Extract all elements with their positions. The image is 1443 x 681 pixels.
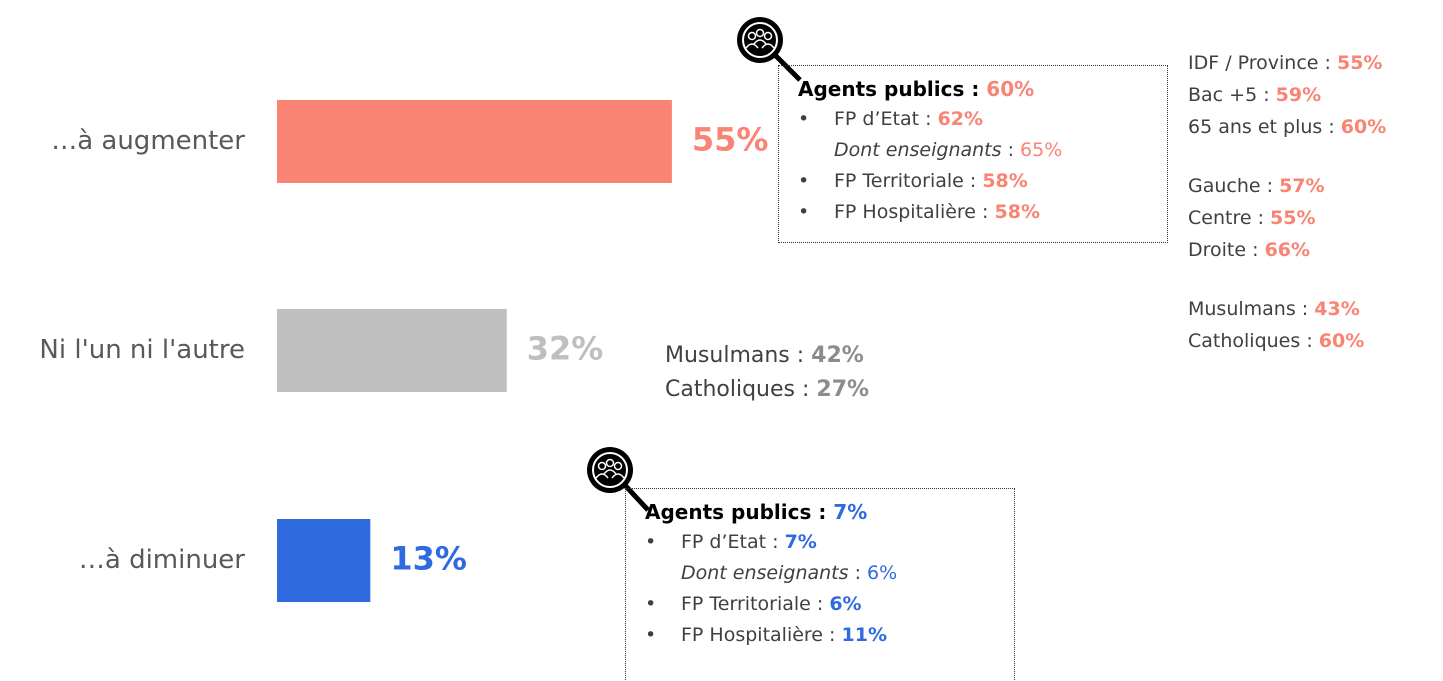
item-label: Bac +5 : — [1188, 84, 1270, 106]
item-label: Gauche : — [1188, 175, 1274, 197]
bullet: • — [798, 201, 809, 223]
item-label: Droite : — [1188, 239, 1259, 261]
value-label: 55% — [692, 121, 769, 159]
list-item: Centre : 55% — [1188, 207, 1316, 229]
list-item: Gauche : 57% — [1188, 175, 1325, 197]
item-value: 57% — [1279, 175, 1325, 197]
box-heading: Agents publics : 60% — [798, 77, 1034, 101]
item-value: 60% — [1318, 330, 1365, 352]
value-label: 32% — [527, 330, 604, 368]
list-item: Droite : 66% — [1188, 239, 1310, 261]
item-value: 58% — [982, 170, 1028, 192]
box-item: FP Hospitalière : 58% — [834, 201, 1040, 223]
item-label: 65 ans et plus : — [1188, 116, 1335, 138]
item-value: 6% — [829, 593, 862, 615]
heading-value: 7% — [833, 500, 868, 524]
bar — [277, 100, 672, 183]
item-value: 60% — [1340, 116, 1387, 138]
item-value: 55% — [1336, 52, 1383, 74]
item-value: 59% — [1275, 84, 1322, 106]
bullet-char: • — [645, 593, 657, 615]
bullet-char: • — [798, 108, 810, 130]
box-item: Dont enseignants : 65% — [834, 139, 1062, 161]
item-label: IDF / Province : — [1188, 52, 1331, 74]
box-heading: Agents publics : 7% — [645, 500, 867, 524]
category-label: …à diminuer — [79, 545, 245, 575]
item-label: Musulmans : — [665, 343, 805, 368]
item-label: FP Territoriale : — [681, 593, 824, 615]
bullet: • — [798, 108, 809, 130]
heading-value: 60% — [986, 77, 1035, 101]
item-label: : — [848, 562, 861, 584]
item-label: Musulmans : — [1188, 298, 1309, 320]
item-value: 55% — [1270, 207, 1316, 229]
bar — [277, 309, 507, 392]
list-item: Musulmans : 43% — [1188, 298, 1360, 320]
item-value: 58% — [994, 201, 1040, 223]
list-item: Musulmans : 42% — [665, 343, 864, 368]
box-item: Dont enseignants : 6% — [681, 562, 897, 584]
list-item: Catholiques : 27% — [665, 377, 869, 402]
bullet: • — [645, 593, 656, 615]
bullet-char: • — [645, 531, 657, 553]
item-label: FP Territoriale : — [834, 170, 977, 192]
item-italic: Dont enseignants — [681, 562, 849, 584]
category-label: …à augmenter — [51, 126, 245, 156]
icon — [737, 17, 802, 82]
item-label: FP d’Etat : — [834, 108, 932, 130]
bullet-char: • — [645, 624, 657, 646]
item-label: Centre : — [1188, 207, 1264, 229]
list-item: IDF / Province : 55% — [1188, 52, 1382, 74]
category-label: Ni l'un ni l'autre — [39, 335, 245, 365]
bullet: • — [645, 531, 656, 553]
item-value: 6% — [867, 562, 898, 584]
value-label: 13% — [390, 540, 467, 578]
heading-label: Agents publics : — [798, 77, 980, 101]
item-value: 65% — [1020, 139, 1063, 161]
item-label: Catholiques : — [1188, 330, 1313, 352]
heading-label: Agents publics : — [645, 500, 827, 524]
item-label: FP Hospitalière : — [681, 624, 836, 646]
annotation-box — [625, 488, 1015, 681]
icon — [587, 447, 650, 512]
list-item: Catholiques : 60% — [1188, 330, 1364, 352]
item-value: 62% — [937, 108, 984, 130]
item-label: FP Hospitalière : — [834, 201, 989, 223]
bullet: • — [798, 170, 809, 192]
list-item: 65 ans et plus : 60% — [1188, 116, 1386, 138]
item-italic: Dont enseignants — [834, 139, 1002, 161]
box-item: FP Territoriale : 58% — [834, 170, 1028, 192]
box-item: FP d’Etat : 7% — [681, 531, 817, 553]
item-value: 43% — [1314, 298, 1360, 320]
item-value: 7% — [784, 531, 817, 553]
item-label: Catholiques : — [665, 377, 810, 402]
box-item: FP d’Etat : 62% — [834, 108, 983, 130]
item-label: : — [1001, 139, 1014, 161]
list-item: Bac +5 : 59% — [1188, 84, 1321, 106]
item-label: FP d’Etat : — [681, 531, 779, 553]
item-value: 42% — [811, 343, 864, 368]
item-value: 66% — [1264, 239, 1311, 261]
bar — [277, 519, 371, 602]
item-value: 11% — [841, 624, 887, 646]
box-item: FP Hospitalière : 11% — [681, 624, 887, 646]
box-item: FP Territoriale : 6% — [681, 593, 862, 615]
bullet: • — [645, 624, 656, 646]
bullet-char: • — [798, 201, 810, 223]
annotation-box — [778, 65, 1168, 243]
bullet-char: • — [798, 170, 810, 192]
item-value: 27% — [816, 377, 870, 402]
